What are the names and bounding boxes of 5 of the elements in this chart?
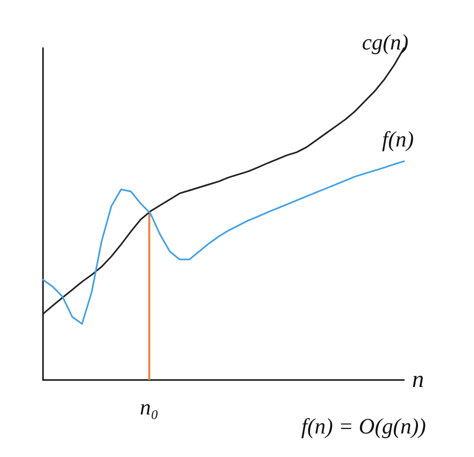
series-label: cg(n): [362, 30, 408, 54]
text: n₀: [140, 394, 159, 420]
x-axis-title: n: [412, 367, 424, 393]
text: f(n) = O(g(n)): [301, 414, 426, 438]
series-label: f(n): [382, 126, 414, 152]
